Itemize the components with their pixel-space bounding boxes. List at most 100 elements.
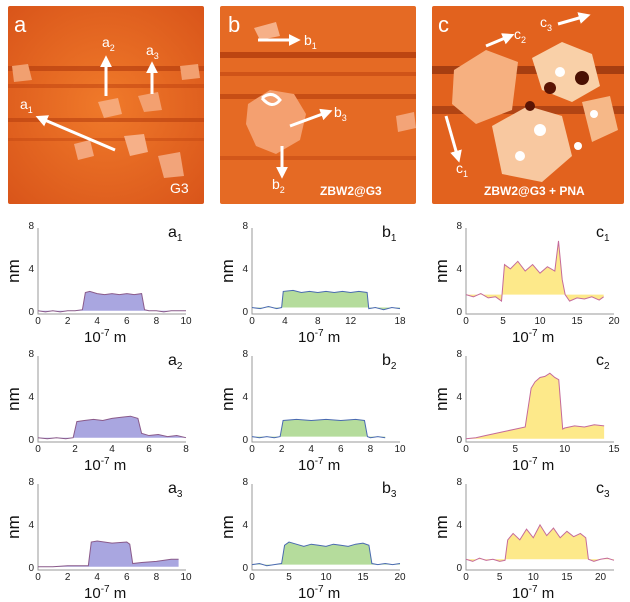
profile-title: c1: [596, 224, 610, 245]
x-tick-label: 12: [345, 316, 357, 327]
profile-chart-c3: 0 4 8 0 5 10 15 20 nm 10-7 m c3: [428, 476, 628, 602]
arrows-overlay: [35, 12, 591, 179]
afm-image-a: [8, 6, 204, 204]
y-tick-label: 4: [242, 520, 248, 531]
y-tick-label: 8: [242, 477, 248, 488]
axis-frame: [251, 484, 400, 571]
y-axis-label: nm: [217, 259, 237, 283]
arrow-label-b2: b2: [272, 176, 285, 195]
x-tick-label: 4: [94, 316, 100, 327]
axis-frame: [465, 228, 614, 315]
arrow-label-a2: a2: [102, 34, 115, 53]
y-axis-label: nm: [3, 387, 23, 411]
profile-svg: [251, 484, 401, 571]
profile-title: b1: [382, 224, 397, 245]
y-axis-label: nm: [217, 515, 237, 539]
y-tick-label: 0: [456, 563, 462, 574]
profile-title: b2: [382, 352, 397, 373]
x-axis-label: 10-7 m: [298, 456, 341, 474]
y-tick-label: 4: [456, 392, 462, 403]
axis-frame: [251, 356, 400, 443]
profile-line: [37, 290, 186, 313]
x-tick-label: 20: [394, 572, 406, 583]
x-tick-label: 10: [559, 444, 571, 455]
x-tick-label: 0: [463, 572, 469, 583]
x-axis-label: 10-7 m: [84, 456, 127, 474]
profile-svg: [37, 356, 187, 443]
axis-frame: [465, 356, 614, 443]
x-tick-label: 15: [571, 316, 583, 327]
profile-svg: [37, 484, 186, 571]
x-axis-label: 10-7 m: [298, 584, 341, 602]
axis-frame: [251, 228, 400, 315]
profile-svg: [465, 356, 614, 443]
y-tick-label: 0: [28, 435, 34, 446]
profile-svg: [465, 228, 614, 315]
profile-title: b3: [382, 480, 397, 501]
profile-chart-c2: 0 4 8 0 5 10 15 nm 10-7 m c2: [428, 348, 628, 474]
profile-title: a1: [168, 224, 183, 245]
x-tick-label: 6: [124, 572, 130, 583]
profile-line: [251, 541, 401, 567]
x-tick-label: 8: [314, 316, 321, 327]
x-tick-label: 8: [183, 444, 189, 455]
x-axis-label: 10-7 m: [512, 584, 555, 602]
panel-letter-c: c: [438, 12, 449, 37]
profile-svg: [251, 356, 400, 443]
y-tick-label: 4: [456, 264, 462, 275]
y-axis-label: nm: [431, 515, 451, 539]
x-tick-label: 20: [608, 316, 620, 327]
x-tick-label: 18: [394, 316, 406, 327]
x-tick-label: 2: [64, 316, 71, 327]
y-tick-label: 8: [456, 349, 462, 360]
axis-frame: [37, 484, 186, 571]
profile-fill: [38, 291, 186, 312]
y-tick-label: 8: [456, 221, 462, 232]
profile-chart-a1: 0 4 8 0 2 4 6 8 10 nm 10-7 m a1: [0, 220, 200, 346]
profile-fill: [466, 240, 604, 302]
caption-b: ZBW2@G3: [320, 184, 382, 198]
profile-title: c2: [596, 352, 610, 373]
x-tick-label: 8: [153, 316, 160, 327]
profile-title: a2: [168, 352, 183, 373]
y-tick-label: 8: [456, 477, 462, 488]
profile-chart-b1: 0 4 8 0 4 8 12 18 nm 10-7 m b1: [214, 220, 414, 346]
profile-chart-a3: 0 4 8 0 2 4 6 8 10 nm 10-7 m a3: [0, 476, 200, 602]
x-tick-label: 0: [463, 316, 469, 327]
caption-a: G3: [170, 180, 189, 196]
x-tick-label: 5: [286, 572, 292, 583]
caption-c: ZBW2@G3 + PNA: [484, 184, 585, 198]
x-tick-label: 6: [338, 444, 344, 455]
x-tick-label: 8: [367, 444, 374, 455]
arrow-label-b1: b1: [304, 32, 317, 51]
x-axis-label: 10-7 m: [512, 456, 555, 474]
profile-fill: [38, 540, 179, 567]
y-tick-label: 0: [242, 435, 248, 446]
profile-line: [38, 540, 179, 568]
profile-line: [37, 415, 187, 440]
profile-chart-b3: 0 4 8 0 5 10 15 20 nm 10-7 m b3: [214, 476, 414, 602]
y-tick-label: 0: [456, 435, 462, 446]
profile-fill: [466, 524, 614, 562]
x-tick-label: 10: [320, 572, 332, 583]
x-tick-label: 4: [282, 316, 288, 327]
y-axis-label: nm: [3, 259, 23, 283]
x-tick-label: 15: [608, 444, 620, 455]
x-axis-label: 10-7 m: [84, 584, 127, 602]
profile-line: [251, 289, 401, 311]
x-tick-label: 8: [153, 572, 160, 583]
x-tick-label: 2: [64, 572, 71, 583]
x-tick-label: 10: [180, 316, 192, 327]
y-tick-label: 4: [242, 392, 248, 403]
profile-line: [465, 523, 615, 562]
x-tick-label: 0: [35, 316, 41, 327]
x-axis-label: 10-7 m: [512, 328, 555, 346]
profile-line: [465, 372, 605, 440]
axis-frame: [465, 484, 614, 571]
profile-fill: [252, 290, 400, 310]
x-tick-label: 10: [180, 572, 192, 583]
profile-svg: [251, 228, 401, 315]
profile-fill: [252, 542, 400, 566]
y-tick-label: 8: [242, 221, 248, 232]
arrow-label-a1: a1: [20, 96, 33, 115]
